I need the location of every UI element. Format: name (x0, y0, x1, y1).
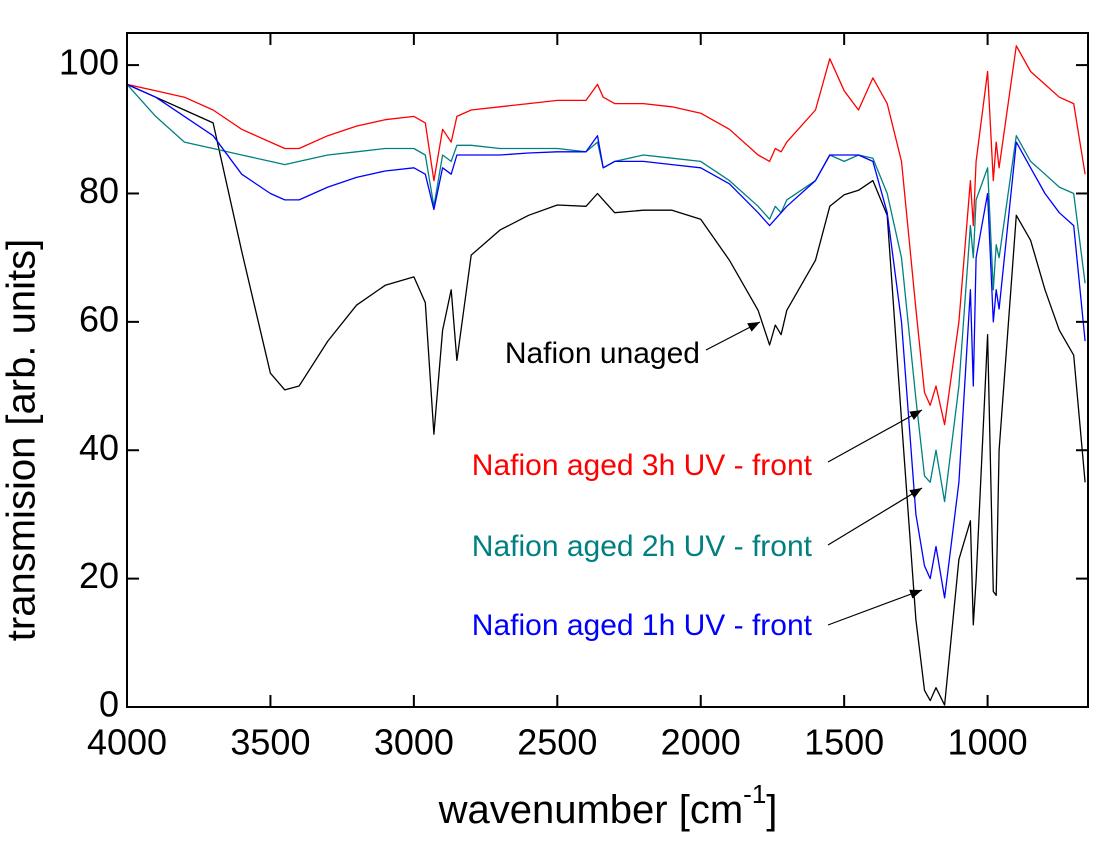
plot-frame (126, 32, 1089, 708)
y-tick-label: 100 (59, 42, 119, 83)
plot-area (126, 45, 1086, 706)
y-tick-label: 0 (99, 684, 119, 725)
x-axis-title-superscript: -1 (743, 779, 766, 809)
series-label: Nafion unaged (505, 337, 700, 370)
x-tick-label: 1000 (948, 722, 1028, 763)
y-tick-label: 20 (79, 555, 119, 596)
series-label: Nafion aged 3h UV - front (472, 449, 813, 482)
x-tick-label: 3500 (230, 722, 310, 763)
series-label: Nafion aged 2h UV - front (472, 530, 813, 563)
y-tick-label: 40 (79, 427, 119, 468)
x-tick-label: 2500 (517, 722, 597, 763)
annotation-arrow (705, 321, 761, 351)
series-line (126, 45, 1086, 426)
x-tick-label: 2000 (661, 722, 741, 763)
x-tick-label: 1500 (804, 722, 884, 763)
y-tick-label: 60 (79, 298, 119, 339)
annotation-arrow (827, 487, 923, 546)
series-line (126, 83, 1086, 503)
y-tick-label: 80 (79, 170, 119, 211)
series-label: Nafion aged 1h UV - front (472, 609, 813, 642)
x-axis-title: wavenumber [cm-1] (438, 779, 778, 832)
x-tick-label: 4000 (87, 722, 167, 763)
series-line (126, 83, 1086, 599)
y-axis-title: transmision [arb. units] (0, 239, 44, 641)
series-line (126, 83, 1086, 706)
x-axis-title-end: ] (766, 788, 777, 832)
annotation-arrow (827, 589, 923, 626)
annotation-arrow (827, 409, 923, 463)
x-axis-title-text: wavenumber [cm (438, 788, 744, 832)
x-tick-label: 3000 (374, 722, 454, 763)
